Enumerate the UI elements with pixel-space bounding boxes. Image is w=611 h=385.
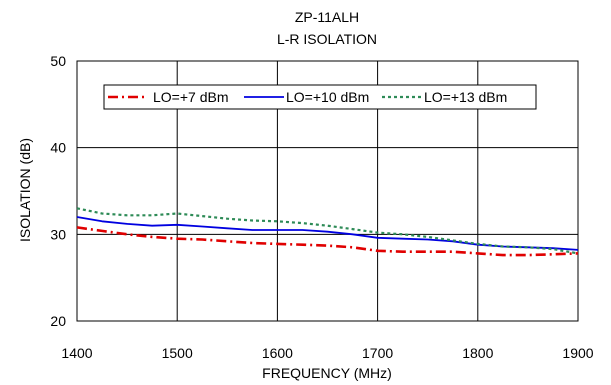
y-axis-ticks: 20 30 40 50	[50, 53, 66, 329]
y-axis-label: ISOLATION (dB)	[17, 138, 33, 242]
plot-area	[76, 60, 579, 322]
y-tick-label: 40	[50, 140, 66, 156]
y-tick-label: 30	[50, 226, 66, 242]
legend-label: LO=+7 dBm	[153, 89, 229, 105]
y-tick-label: 50	[50, 53, 66, 69]
x-axis-ticks: 1400 1500 1600 1700 1800 1900	[61, 345, 593, 361]
legend-box	[103, 84, 537, 110]
chart-subtitle: L-R ISOLATION	[277, 31, 377, 47]
legend-label: LO=+13 dBm	[424, 89, 507, 105]
series-line-2	[76, 216, 579, 251]
x-tick-label: 1400	[61, 345, 92, 361]
series-line-3	[76, 207, 579, 255]
x-tick-label: 1500	[162, 345, 193, 361]
y-tick-label: 20	[50, 313, 66, 329]
series-layer	[76, 207, 579, 257]
x-tick-label: 1800	[462, 345, 493, 361]
legend: LO=+7 dBm LO=+10 dBm LO=+13 dBm	[103, 84, 537, 110]
legend-label: LO=+10 dBm	[286, 89, 369, 105]
series-line-1	[76, 226, 579, 257]
x-tick-label: 1700	[362, 345, 393, 361]
x-tick-label: 1900	[562, 345, 593, 361]
chart-title: ZP-11ALH	[295, 9, 359, 25]
x-axis-label: FREQUENCY (MHz)	[262, 365, 392, 381]
x-tick-label: 1600	[262, 345, 293, 361]
